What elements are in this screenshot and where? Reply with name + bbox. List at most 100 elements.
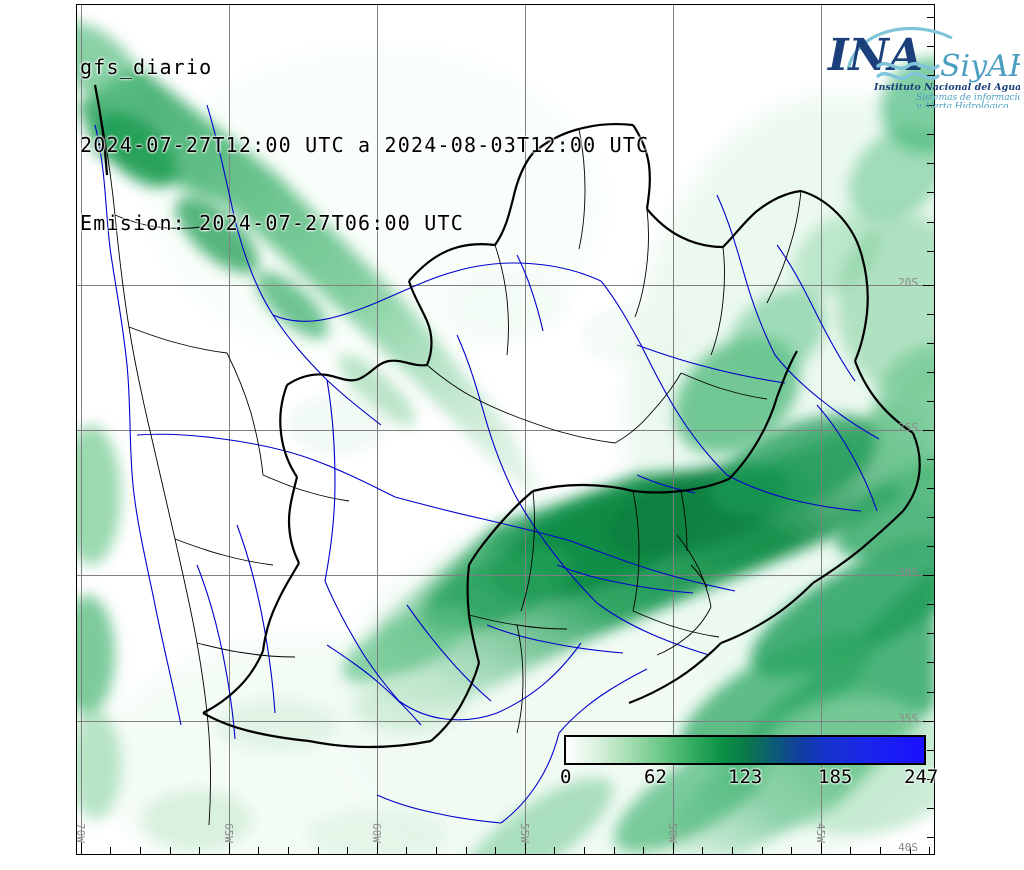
graticule-lon-45w	[821, 5, 822, 854]
tick-lon-minor	[140, 847, 141, 854]
colorbar-tick-123: 123	[728, 766, 763, 788]
logo-org-line1: Instituto Nacional del Agua	[873, 82, 1020, 93]
lat-label-30s: 30S	[898, 566, 918, 579]
tick-lat-minor	[927, 314, 934, 315]
tick-lon-minor	[436, 847, 437, 854]
emission-label: Emision: 2024-07-27T06:00 UTC	[80, 211, 464, 235]
tick-lat-minor	[927, 251, 934, 252]
logo-org-line3: y Alerta Hidrológico	[915, 101, 1009, 108]
lat-label-35s: 35S	[898, 712, 918, 725]
tick-lon-45w	[821, 843, 822, 854]
tick-lat-minor	[927, 662, 934, 663]
graticule-lat-35s	[77, 721, 934, 722]
tick-lat-minor	[927, 488, 934, 489]
tick-lat-minor	[927, 343, 934, 344]
graticule-lon-50w	[673, 5, 674, 854]
lon-label-60w: 60W	[370, 823, 383, 843]
graticule-lat-25s	[77, 430, 934, 431]
tick-lat-minor	[927, 105, 934, 106]
model-label: gfs_diario	[80, 55, 213, 79]
map-title-block: gfs_diario 2024-07-27T12:00 UTC a 2024-0…	[80, 2, 649, 288]
graticule-lon-60w	[377, 5, 378, 854]
colorbar-tick-247: 247	[904, 766, 939, 788]
tick-lon-minor	[318, 847, 319, 854]
tick-lon-minor	[288, 847, 289, 854]
precipitation-map-plot[interactable]: 20S 25S 30S 35S 40S 70W 65W 60W 55W 50W …	[76, 4, 935, 855]
tick-lat-minor	[927, 75, 934, 76]
tick-lon-minor	[614, 847, 615, 854]
lat-label-40s: 40S	[898, 841, 918, 854]
tick-lon-minor	[466, 847, 467, 854]
logo-product: SiyAH	[940, 49, 1020, 84]
tick-lon-60w	[377, 843, 378, 854]
tick-lon-minor	[170, 847, 171, 854]
tick-lat-25s	[923, 430, 934, 431]
precip-band-coastal	[674, 56, 934, 455]
tick-lat-minor	[927, 163, 934, 164]
tick-lon-minor	[347, 847, 348, 854]
tick-lat-minor	[927, 17, 934, 18]
graticule-lat-30s	[77, 575, 934, 576]
tick-lon-minor	[554, 847, 555, 854]
logo-acronym: INA	[826, 30, 923, 81]
tick-lon-minor	[199, 847, 200, 854]
tick-lon-minor	[929, 847, 930, 854]
tick-lon-minor	[406, 847, 407, 854]
tick-lat-minor	[927, 692, 934, 693]
geography-overlay	[93, 84, 921, 826]
tick-lat-minor	[927, 808, 934, 809]
precip-band-west-coast	[77, 425, 121, 820]
tick-lon-55w	[525, 843, 526, 854]
river-network	[94, 104, 880, 824]
lon-label-55w: 55W	[518, 823, 531, 843]
country-borders	[93, 84, 921, 749]
lon-label-50w: 50W	[666, 823, 679, 843]
tick-lat-minor	[927, 459, 934, 460]
tick-lon-minor	[910, 847, 911, 854]
tick-lat-minor	[927, 517, 934, 518]
logo-arc	[846, 26, 953, 71]
colorbar-tick-185: 185	[818, 766, 853, 788]
tick-lat-minor	[927, 779, 934, 780]
lon-label-65w: 65W	[222, 823, 235, 843]
graticule-lon-65w	[229, 5, 230, 854]
precip-band-main	[342, 366, 934, 705]
tick-lon-minor	[643, 847, 644, 854]
tick-lat-minor	[927, 372, 934, 373]
tick-lat-minor	[927, 134, 934, 135]
tick-lon-65w	[229, 843, 230, 854]
graticule-lon-55w	[525, 5, 526, 854]
logo-wave-icon	[876, 62, 940, 80]
tick-lon-minor	[762, 847, 763, 854]
colorbar-tick-62: 62	[644, 766, 667, 788]
lat-label-25s: 25S	[898, 421, 918, 434]
tick-lat-minor	[927, 46, 934, 47]
tick-lat-20s	[923, 285, 934, 286]
forecast-period-label: 2024-07-27T12:00 UTC a 2024-08-03T12:00 …	[80, 133, 650, 157]
tick-lon-minor	[584, 847, 585, 854]
tick-lat-minor	[927, 837, 934, 838]
logo-org-line2: Sistemas de información	[916, 92, 1020, 103]
ina-siyah-logo[interactable]: INA SiyAH Instituto Nacional del Agua Si…	[820, 8, 1020, 108]
tick-lon-70w	[81, 843, 82, 854]
colorbar-tick-labels: 0 62 123 185 247	[556, 766, 939, 788]
precip-band-ocean-se	[461, 452, 934, 854]
colorbar-tick-0: 0	[560, 766, 572, 788]
tick-lon-minor	[110, 847, 111, 854]
precipitation-raster	[77, 21, 934, 854]
tick-lat-minor	[927, 222, 934, 223]
lon-label-45w: 45W	[814, 823, 827, 843]
tick-lon-minor	[258, 847, 259, 854]
tick-lon-minor	[791, 847, 792, 854]
tick-lat-minor	[927, 401, 934, 402]
precipitation-colorbar[interactable]	[564, 735, 926, 765]
province-borders	[96, 94, 802, 826]
tick-lat-minor	[927, 192, 934, 193]
graticule-lon-70w	[81, 5, 82, 854]
tick-lat-minor	[927, 750, 934, 751]
tick-lat-minor	[927, 633, 934, 634]
lat-label-20s: 20S	[898, 276, 918, 289]
tick-lon-minor	[495, 847, 496, 854]
tick-lon-minor	[850, 847, 851, 854]
